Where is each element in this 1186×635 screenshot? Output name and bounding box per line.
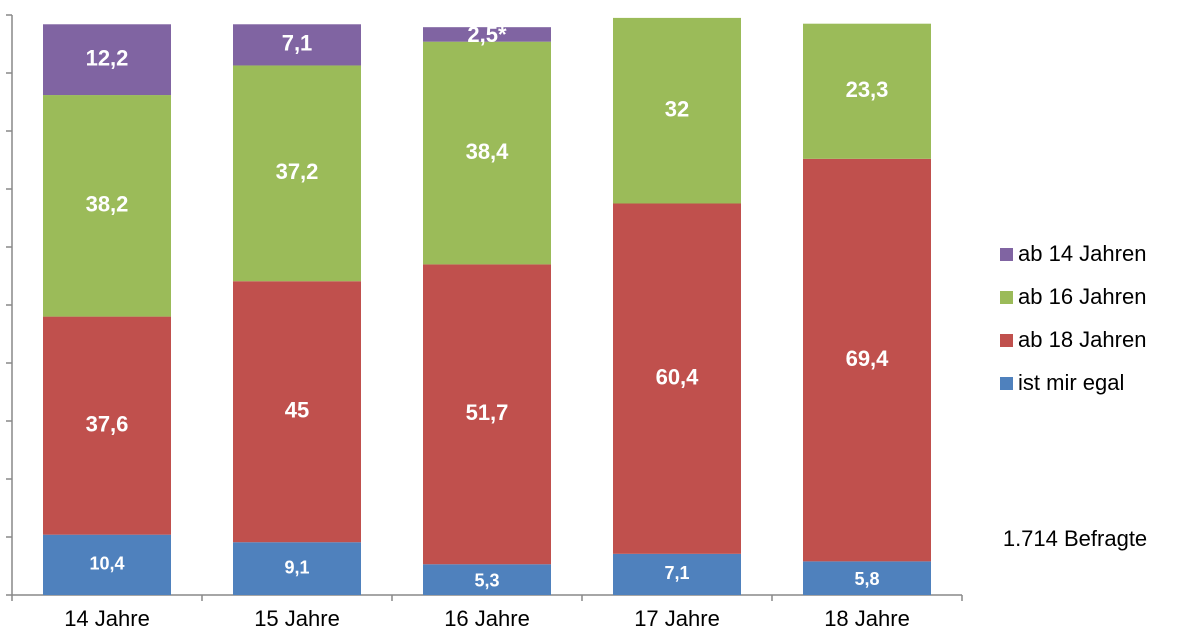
bar-segment: [233, 24, 361, 66]
bar-segment: [423, 27, 551, 42]
bar-segment: [613, 203, 741, 554]
data-label: 37,2: [276, 159, 319, 184]
x-tick-label: 15 Jahre: [254, 606, 340, 631]
data-label: 60,4: [656, 364, 700, 389]
data-label: 38,4: [466, 139, 510, 164]
legend-label: ist mir egal: [1018, 370, 1124, 395]
bar-segment: [233, 65, 361, 282]
bar-segment: [803, 561, 931, 595]
legend-swatch: [1000, 248, 1013, 261]
x-tick-label: 18 Jahre: [824, 606, 910, 631]
legend-label: ab 18 Jahren: [1018, 327, 1146, 352]
data-label: 69,4: [846, 346, 890, 371]
annotation: 1.714 Befragte: [1003, 526, 1147, 551]
data-label: 2,5*: [467, 22, 507, 47]
data-label: 38,2: [86, 192, 129, 217]
data-label: 23,3: [846, 77, 889, 102]
x-tick-label: 17 Jahre: [634, 606, 720, 631]
data-label: 51,7: [466, 400, 509, 425]
data-label: 12,2: [86, 45, 129, 70]
bar-segment: [43, 534, 171, 595]
legend-label: ab 16 Jahren: [1018, 284, 1146, 309]
bar-segment: [423, 264, 551, 565]
data-label: 7,1: [282, 31, 313, 56]
data-label: 10,4: [89, 554, 124, 574]
bar-segment: [613, 17, 741, 204]
bar-segment: [423, 41, 551, 265]
data-label: 5,8: [854, 569, 879, 589]
bar-segment: [803, 158, 931, 562]
bar-segment: [43, 24, 171, 96]
bar-segment: [613, 553, 741, 595]
legend-swatch: [1000, 291, 1013, 304]
x-tick-label: 14 Jahre: [64, 606, 150, 631]
bar-segment: [43, 316, 171, 535]
bar-segment: [233, 281, 361, 543]
bar-segment: [43, 95, 171, 317]
x-tick-label: 16 Jahre: [444, 606, 530, 631]
bar-segment: [233, 542, 361, 595]
data-label: 5,3: [474, 570, 499, 590]
bar-segment: [803, 23, 931, 159]
legend-label: ab 14 Jahren: [1018, 241, 1146, 266]
data-label: 9,1: [284, 557, 309, 577]
data-label: 37,6: [86, 411, 129, 436]
data-label: 7,1: [664, 563, 689, 583]
legend-swatch: [1000, 334, 1013, 347]
bar-segment: [423, 564, 551, 595]
data-label: 45: [285, 398, 309, 423]
data-label: 32: [665, 97, 689, 122]
legend-swatch: [1000, 377, 1013, 390]
